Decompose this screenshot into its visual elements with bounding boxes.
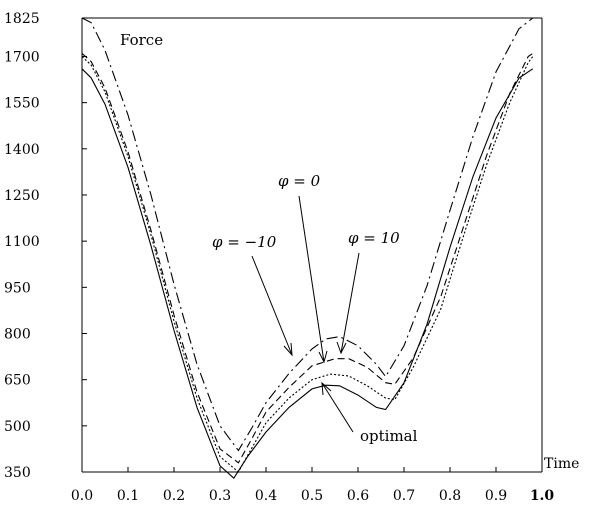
annotations: φ = 0 φ = −10 φ = 10 optimal [212, 172, 418, 445]
arrow-phi-minus10 [251, 255, 293, 356]
x-tick-label: 1.0 [530, 488, 555, 504]
y-ticks: 350 500 650 800 950 1100 1250 1400 1550 1700 1825 [4, 11, 87, 481]
x-tick-label: 0.1 [117, 488, 139, 504]
x-tick-label: 0.4 [255, 488, 277, 504]
arrow-phi-0 [298, 195, 325, 363]
x-tick-label: 0.2 [163, 488, 185, 504]
arrow-optimal-head [321, 381, 332, 396]
annotation-optimal: optimal [360, 427, 418, 445]
series-line-2 [81, 52, 534, 464]
arrow-optimal [321, 382, 354, 433]
y-tick-label: 1550 [4, 96, 40, 112]
series-layer [81, 17, 534, 480]
y-axis-title: Force [120, 31, 163, 49]
series-line-1 [81, 56, 534, 473]
y-tick-label: 950 [4, 280, 31, 296]
y-tick-label: 1825 [4, 11, 40, 27]
y-tick-label: 500 [4, 419, 31, 435]
annotation-phi-minus10: φ = −10 [212, 233, 277, 251]
x-tick-label: 0.6 [347, 488, 369, 504]
x-tick-label: 0.9 [485, 488, 507, 504]
y-tick-label: 350 [4, 465, 31, 481]
x-axis-title: Time [544, 456, 579, 472]
series-line-3 [81, 17, 534, 452]
x-tick-label: 0.3 [209, 488, 231, 504]
y-tick-label: 650 [4, 373, 31, 389]
arrow-phi-10 [340, 252, 360, 354]
y-tick-label: 1250 [4, 188, 40, 204]
x-tick-label: 0.5 [301, 488, 323, 504]
x-ticks: 0.0 0.1 0.2 0.3 0.4 0.5 0.6 0.7 0.8 0.9 1.0 [71, 467, 555, 504]
arrow-phi-minus10-head [283, 342, 293, 357]
y-tick-label: 1100 [4, 234, 40, 250]
y-tick-label: 1700 [4, 49, 40, 65]
y-tick-label: 800 [4, 326, 31, 342]
x-tick-label: 0.0 [71, 488, 93, 504]
annotation-phi-10: φ = 10 [348, 229, 400, 247]
x-tick-label: 0.8 [439, 488, 461, 504]
x-tick-label: 0.7 [393, 488, 415, 504]
arrow-phi-0-head [318, 350, 328, 364]
y-tick-label: 1400 [4, 142, 40, 158]
arrow-phi-10-head [336, 341, 347, 355]
series-line-0 [81, 68, 534, 480]
annotation-phi-0: φ = 0 [278, 172, 321, 190]
